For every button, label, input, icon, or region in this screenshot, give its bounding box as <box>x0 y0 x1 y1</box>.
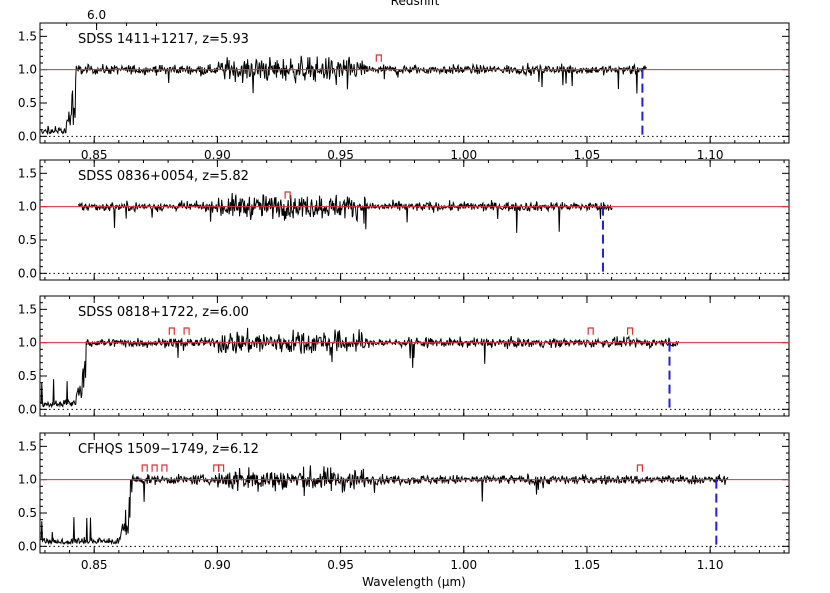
panel-title: SDSS 0818+1722, z=6.00 <box>78 305 249 320</box>
y-tick-label: 0.5 <box>18 506 37 520</box>
panel-title: CFHQS 1509−1749, z=6.12 <box>78 442 259 457</box>
absorber-mark <box>141 464 148 472</box>
x-tick-label: 1.05 <box>574 558 601 572</box>
y-tick-label: 1.0 <box>18 336 37 350</box>
x-tick-label: 1.10 <box>697 148 724 162</box>
x-tick-label: 0.85 <box>81 558 108 572</box>
spectrum-line <box>77 192 613 233</box>
absorber-mark <box>218 464 225 472</box>
spectrum-panel-4: 0.0 0.5 1.0 1.5 0.85 0.90 0.95 1.00 1.05 1.10 CFHQ… <box>18 432 790 572</box>
x-tick-label: 0.90 <box>204 148 231 162</box>
absorber-mark <box>587 327 594 335</box>
y-tick-label: 1.5 <box>18 166 37 180</box>
absorber-mark <box>213 464 220 472</box>
x-tick-label: 0.95 <box>327 148 354 162</box>
x-tick-label: 1.00 <box>450 558 477 572</box>
y-tick-label: 0.0 <box>18 402 37 416</box>
absorber-mark <box>161 464 168 472</box>
absorber-mark <box>151 464 158 472</box>
y-tick-label: 0.0 <box>18 266 37 280</box>
panel-title: SDSS 0836+0054, z=5.82 <box>78 169 249 184</box>
panel-title: SDSS 1411+1217, z=5.93 <box>78 32 249 47</box>
spectrum-panel-1: 0.00.51.01.50.850.900.951.001.051.104.55… <box>18 8 790 162</box>
x-axis-label: Wavelength (μm) <box>362 575 466 589</box>
y-tick-label: 1.5 <box>18 29 37 43</box>
spectrum-panel-2: 0.0 0.5 1.0 1.5 SDSS 0836+0054, z=5.82 <box>18 159 790 281</box>
y-tick-label: 1.0 <box>18 473 37 487</box>
x-tick-label: 0.85 <box>81 148 108 162</box>
absorber-mark <box>183 327 190 335</box>
spectrum-line <box>40 465 729 546</box>
x-tick-label: 0.95 <box>327 558 354 572</box>
absorber-mark <box>636 464 643 472</box>
y-tick-label: 0.5 <box>18 233 37 247</box>
redshift-tick-label: 6.0 <box>87 8 106 22</box>
y-tick-label: 0.5 <box>18 96 37 110</box>
y-tick-label: 1.0 <box>18 200 37 214</box>
spectrum-panel-3: 0.0 0.5 1.0 1.5 SDSS 0818+1722, z=6.00 <box>18 295 790 417</box>
spectrum-line <box>40 327 680 409</box>
absorber-mark <box>168 327 175 335</box>
y-tick-label: 0.0 <box>18 539 37 553</box>
x-tick-label: 1.00 <box>450 148 477 162</box>
y-tick-label: 0.5 <box>18 369 37 383</box>
top-axis-label: Redshift <box>391 0 440 8</box>
absorber-mark <box>284 191 291 199</box>
spectrum-line <box>40 55 648 136</box>
x-tick-label: 1.05 <box>574 148 601 162</box>
y-tick-label: 1.5 <box>18 439 37 453</box>
absorber-mark <box>627 327 634 335</box>
y-tick-label: 1.0 <box>18 63 37 77</box>
x-tick-label: 0.90 <box>204 558 231 572</box>
x-tick-label: 1.10 <box>697 558 724 572</box>
y-tick-label: 0.0 <box>18 129 37 143</box>
absorber-mark <box>375 54 382 62</box>
y-tick-label: 1.5 <box>18 302 37 316</box>
